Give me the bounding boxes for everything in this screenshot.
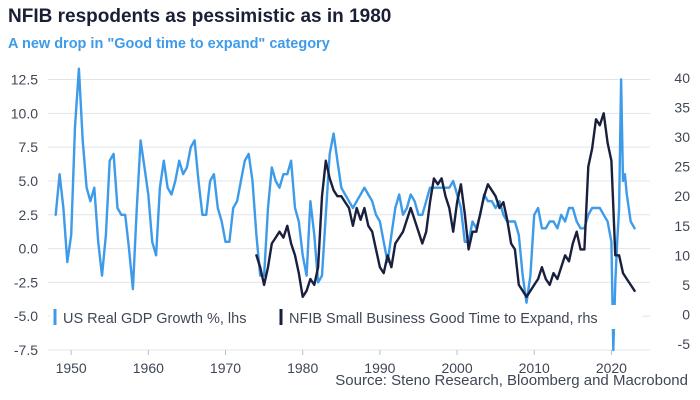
right-tick-label: 10 [674, 247, 690, 263]
legend-label-nfib: NFIB Small Business Good Time to Expand,… [289, 311, 598, 327]
chart-title: NFIB respodents as pessimistic as in 198… [8, 6, 392, 27]
right-tick-label: 20 [674, 188, 690, 204]
left-tick-label: 2.5 [19, 207, 39, 223]
legend: US Real GDP Growth %, lhs NFIB Small Busi… [50, 305, 642, 329]
chart-subtitle: A new drop in "Good time to expand" cate… [8, 36, 330, 52]
right-tick-label: 15 [674, 218, 690, 234]
x-tick-label: 1980 [287, 360, 318, 376]
left-tick-label: -5.0 [14, 308, 38, 324]
right-tick-label: 35 [674, 99, 690, 115]
right-tick-label: 40 [674, 70, 690, 86]
x-tick-label: 2010 [519, 360, 550, 376]
source-note: Source: Steno Research, Bloomberg and Ma… [335, 372, 688, 389]
left-tick-label: 0.0 [19, 241, 39, 257]
left-tick-label: -2.5 [14, 274, 38, 290]
right-axis-ticks: -5 0 5 10 15 20 25 30 35 40 [674, 70, 690, 352]
left-tick-label: 7.5 [19, 139, 39, 155]
x-tick-label: 2000 [441, 360, 472, 376]
x-axis-ticks: 1950 1960 1970 1980 1990 2000 2010 2020 [56, 350, 627, 376]
left-tick-label: -7.5 [14, 342, 38, 358]
x-tick-label: 1990 [364, 360, 395, 376]
x-tick-label: 2020 [596, 360, 627, 376]
right-tick-label: 30 [674, 129, 690, 145]
series-line-0 [54, 67, 636, 352]
left-tick-label: 12.5 [11, 72, 38, 88]
left-tick-label: 5.0 [19, 173, 39, 189]
right-tick-label: 0 [682, 307, 690, 323]
left-tick-label: 10.0 [11, 105, 38, 121]
right-tick-label: 5 [682, 277, 690, 293]
x-tick-label: 1960 [133, 360, 164, 376]
series-lines [54, 67, 636, 352]
right-tick-label: -5 [678, 336, 691, 352]
x-tick-label: 1950 [56, 360, 87, 376]
legend-label-gdp: US Real GDP Growth %, lhs [63, 311, 246, 327]
x-tick-label: 1970 [210, 360, 241, 376]
legend-background [50, 305, 642, 329]
left-axis-ticks: -7.5 -5.0 -2.5 0.0 2.5 5.0 7.5 10.0 12.5 [11, 72, 38, 358]
series-line-1 [255, 112, 636, 298]
right-tick-label: 25 [674, 159, 690, 175]
